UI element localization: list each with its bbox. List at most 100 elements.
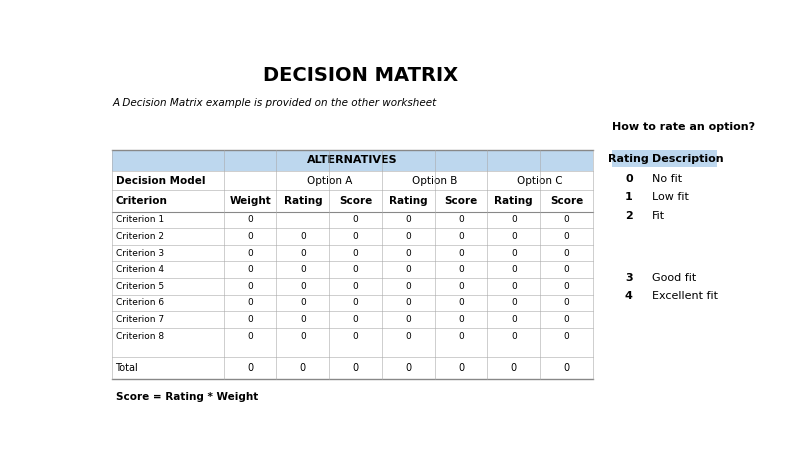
Text: Total: Total xyxy=(115,363,138,373)
Text: 0: 0 xyxy=(353,282,358,291)
Text: 0: 0 xyxy=(458,232,464,241)
Text: 0: 0 xyxy=(458,332,464,340)
Text: Criterion 4: Criterion 4 xyxy=(115,265,163,274)
Text: 0: 0 xyxy=(353,332,358,340)
Text: 0: 0 xyxy=(511,315,517,324)
Text: Rating: Rating xyxy=(494,196,533,206)
Text: 0: 0 xyxy=(511,298,517,307)
Text: 0: 0 xyxy=(247,315,253,324)
Text: 0: 0 xyxy=(406,315,411,324)
Text: 1: 1 xyxy=(625,192,633,202)
Text: 0: 0 xyxy=(564,298,570,307)
Text: 0: 0 xyxy=(300,282,306,291)
Text: Score = Rating * Weight: Score = Rating * Weight xyxy=(115,392,258,402)
Text: 0: 0 xyxy=(247,232,253,241)
Text: Rating: Rating xyxy=(389,196,428,206)
Text: 0: 0 xyxy=(625,174,633,183)
Text: A Decision Matrix example is provided on the other worksheet: A Decision Matrix example is provided on… xyxy=(112,98,437,109)
Text: Rating: Rating xyxy=(283,196,322,206)
Text: Fit: Fit xyxy=(652,211,665,220)
Text: 0: 0 xyxy=(247,249,253,258)
Text: Low fit: Low fit xyxy=(652,192,689,202)
Text: 0: 0 xyxy=(458,265,464,274)
Text: 0: 0 xyxy=(458,363,464,373)
Text: 0: 0 xyxy=(458,282,464,291)
Text: 0: 0 xyxy=(247,282,253,291)
Text: 0: 0 xyxy=(563,363,570,373)
Text: 0: 0 xyxy=(406,363,411,373)
Text: 0: 0 xyxy=(300,315,306,324)
Text: 0: 0 xyxy=(511,332,517,340)
Text: 0: 0 xyxy=(300,298,306,307)
Text: 0: 0 xyxy=(247,298,253,307)
Text: DECISION MATRIX: DECISION MATRIX xyxy=(263,66,458,85)
Text: 0: 0 xyxy=(458,315,464,324)
Text: Weight: Weight xyxy=(230,196,271,206)
Text: 0: 0 xyxy=(247,363,253,373)
Text: Decision Model: Decision Model xyxy=(115,176,205,186)
Text: 0: 0 xyxy=(564,249,570,258)
Text: 0: 0 xyxy=(247,215,253,225)
Text: Option B: Option B xyxy=(412,176,458,186)
Text: 0: 0 xyxy=(406,282,411,291)
Text: Description: Description xyxy=(652,153,723,164)
Text: Criterion 5: Criterion 5 xyxy=(115,282,164,291)
Text: 0: 0 xyxy=(247,265,253,274)
FancyBboxPatch shape xyxy=(112,150,593,171)
Text: 0: 0 xyxy=(564,265,570,274)
Text: 0: 0 xyxy=(300,363,306,373)
Text: 0: 0 xyxy=(353,315,358,324)
Text: Score: Score xyxy=(339,196,372,206)
Text: 0: 0 xyxy=(353,232,358,241)
Text: 3: 3 xyxy=(625,273,633,283)
Text: 0: 0 xyxy=(406,265,411,274)
Text: 4: 4 xyxy=(625,292,633,301)
Text: Score: Score xyxy=(445,196,478,206)
Text: 0: 0 xyxy=(406,215,411,225)
Text: Criterion: Criterion xyxy=(115,196,167,206)
Text: Criterion 8: Criterion 8 xyxy=(115,332,164,340)
Text: 0: 0 xyxy=(406,249,411,258)
Text: 0: 0 xyxy=(458,215,464,225)
Text: 0: 0 xyxy=(247,332,253,340)
Text: 0: 0 xyxy=(564,282,570,291)
Text: Score: Score xyxy=(550,196,583,206)
Text: 0: 0 xyxy=(564,315,570,324)
Text: 0: 0 xyxy=(564,232,570,241)
Text: 0: 0 xyxy=(511,282,517,291)
Text: 0: 0 xyxy=(353,265,358,274)
Text: ALTERNATIVES: ALTERNATIVES xyxy=(307,155,398,165)
Text: 0: 0 xyxy=(353,215,358,225)
Text: Excellent fit: Excellent fit xyxy=(652,292,718,301)
Text: How to rate an option?: How to rate an option? xyxy=(611,122,754,132)
Text: Criterion 6: Criterion 6 xyxy=(115,298,164,307)
Text: 0: 0 xyxy=(300,232,306,241)
Text: 0: 0 xyxy=(510,363,517,373)
Text: 0: 0 xyxy=(406,332,411,340)
Text: 0: 0 xyxy=(511,215,517,225)
Text: 0: 0 xyxy=(564,215,570,225)
Text: 0: 0 xyxy=(353,298,358,307)
Text: No fit: No fit xyxy=(652,174,682,183)
Text: 0: 0 xyxy=(564,332,570,340)
Text: 0: 0 xyxy=(300,332,306,340)
Text: Option C: Option C xyxy=(518,176,563,186)
Text: 2: 2 xyxy=(625,211,633,220)
Text: 0: 0 xyxy=(300,265,306,274)
Text: 0: 0 xyxy=(353,249,358,258)
Text: 0: 0 xyxy=(511,265,517,274)
Text: Criterion 1: Criterion 1 xyxy=(115,215,164,225)
Text: 0: 0 xyxy=(353,363,358,373)
Text: Rating: Rating xyxy=(609,153,650,164)
Text: 0: 0 xyxy=(458,249,464,258)
Text: 0: 0 xyxy=(511,232,517,241)
FancyBboxPatch shape xyxy=(611,150,717,168)
Text: 0: 0 xyxy=(300,249,306,258)
Text: Criterion 2: Criterion 2 xyxy=(115,232,163,241)
Text: 0: 0 xyxy=(511,249,517,258)
Text: 0: 0 xyxy=(406,298,411,307)
Text: 0: 0 xyxy=(406,232,411,241)
Text: Good fit: Good fit xyxy=(652,273,696,283)
Text: 0: 0 xyxy=(458,298,464,307)
Text: Criterion 3: Criterion 3 xyxy=(115,249,164,258)
